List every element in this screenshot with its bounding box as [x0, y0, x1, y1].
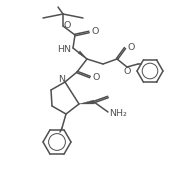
Text: N: N — [58, 74, 65, 83]
Polygon shape — [78, 51, 87, 59]
Text: O: O — [91, 28, 99, 36]
Polygon shape — [79, 100, 94, 104]
Text: HN: HN — [57, 44, 71, 54]
Text: O: O — [92, 73, 100, 81]
Text: O: O — [127, 43, 135, 53]
Text: NH₂: NH₂ — [109, 109, 127, 119]
Text: O: O — [63, 21, 71, 29]
Text: O: O — [123, 68, 131, 76]
